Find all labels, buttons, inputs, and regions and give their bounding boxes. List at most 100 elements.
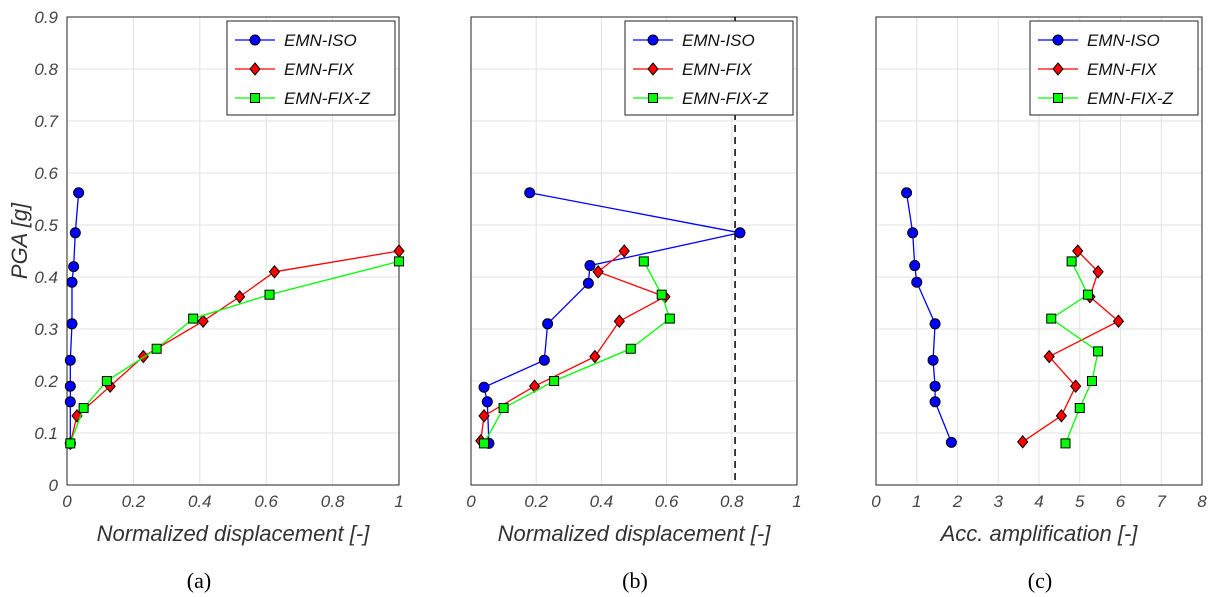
data-point xyxy=(1017,435,1029,449)
x-tick-label: 0 xyxy=(466,492,476,511)
data-point xyxy=(911,276,923,288)
data-point xyxy=(1112,314,1125,328)
data-point xyxy=(478,381,490,393)
y-tick-label: 0.5 xyxy=(34,216,58,235)
data-point xyxy=(638,256,649,267)
x-tick-label: 8 xyxy=(1197,492,1207,511)
data-point xyxy=(78,403,89,414)
legend-marker xyxy=(250,93,260,103)
data-point xyxy=(1066,256,1077,267)
series-line xyxy=(69,250,400,444)
y-tick-label: 0.6 xyxy=(34,164,58,183)
x-tick-label: 0.4 xyxy=(590,492,614,511)
y-tick-label: 0.3 xyxy=(34,320,58,339)
y-tick-label: 0.8 xyxy=(34,60,58,79)
x-tick-label: 0.8 xyxy=(720,492,744,511)
x-tick-label: 1 xyxy=(792,492,801,511)
series-emn-iso xyxy=(901,187,957,448)
data-point xyxy=(1093,346,1104,357)
data-point xyxy=(137,349,150,364)
x-axis-label: Acc. amplification [-] xyxy=(939,521,1139,546)
data-point xyxy=(929,396,941,408)
data-point xyxy=(188,313,199,324)
series-emn-iso xyxy=(478,187,746,449)
data-point xyxy=(584,260,596,272)
data-point xyxy=(479,438,490,449)
data-point xyxy=(1086,376,1097,386)
legend-marker xyxy=(1052,34,1064,46)
x-tick-label: 1 xyxy=(912,492,921,511)
legend-marker xyxy=(647,62,659,76)
legend-label: EMN-FIX-Z xyxy=(682,89,769,108)
data-point xyxy=(394,256,404,267)
data-point xyxy=(929,318,941,330)
legend-marker xyxy=(648,93,658,103)
data-point xyxy=(64,396,76,408)
data-point xyxy=(734,227,746,239)
x-tick-label: 4 xyxy=(1034,492,1043,511)
plot-frame xyxy=(875,16,1203,486)
x-tick-label: 1 xyxy=(394,492,403,511)
data-point xyxy=(68,261,80,273)
data-point xyxy=(65,438,76,449)
data-point xyxy=(481,396,493,408)
data-point xyxy=(73,187,85,199)
data-point xyxy=(64,380,76,392)
y-tick-label: 0.4 xyxy=(34,268,58,287)
panel-caption: (b) xyxy=(622,568,648,593)
legend-marker xyxy=(1053,93,1063,103)
x-tick-label: 5 xyxy=(1075,492,1085,511)
y-tick-label: 0.7 xyxy=(34,112,58,131)
legend-marker xyxy=(249,62,261,76)
plot-frame xyxy=(470,16,798,486)
data-point xyxy=(1060,438,1071,449)
x-tick-label: 2 xyxy=(952,492,963,511)
x-tick-label: 0 xyxy=(871,492,881,511)
data-point xyxy=(1072,244,1084,258)
legend-label: EMN-FIX-Z xyxy=(1087,89,1174,108)
data-point xyxy=(1043,349,1055,364)
legend-marker xyxy=(647,34,659,46)
x-tick-label: 0.4 xyxy=(188,492,212,511)
data-point xyxy=(656,289,667,300)
data-point xyxy=(929,380,941,392)
series-emn-fix-z xyxy=(65,256,404,449)
data-point xyxy=(101,376,112,386)
data-point xyxy=(66,318,78,330)
data-point xyxy=(478,409,490,423)
x-tick-label: 0 xyxy=(62,492,72,511)
y-tick-label: 0 xyxy=(49,476,59,495)
series-line xyxy=(483,192,741,444)
data-point xyxy=(625,343,636,354)
data-point xyxy=(945,436,957,448)
data-point xyxy=(1070,379,1082,393)
data-point xyxy=(393,244,405,258)
chart-panel-2: 0 0.2 0.4 0.6 0.8 1 EMN-ISO EMN-FIX EMN-FIX-Z Nor… xyxy=(466,16,802,593)
data-point xyxy=(542,318,554,330)
data-point xyxy=(233,289,246,304)
y-tick-label: 0.1 xyxy=(34,424,58,443)
series-emn-fix xyxy=(475,244,671,448)
series-emn-iso xyxy=(64,187,85,449)
legend-label: EMN-FIX xyxy=(284,60,355,79)
x-tick-label: 6 xyxy=(1116,492,1126,511)
y-axis-label: PGA [g] xyxy=(7,202,32,279)
legend-label: EMN-FIX xyxy=(682,60,753,79)
x-axis-label: Normalized displacement [-] xyxy=(97,521,371,546)
legend: EMN-ISO EMN-FIX EMN-FIX-Z xyxy=(226,20,396,116)
series-line xyxy=(69,260,400,444)
legend-label: EMN-ISO xyxy=(1087,31,1160,50)
data-point xyxy=(69,227,81,239)
legend-marker xyxy=(1052,62,1064,76)
panel-caption: (c) xyxy=(1028,568,1052,593)
data-point xyxy=(589,349,601,364)
series-line xyxy=(480,250,667,441)
legend-label: EMN-FIX-Z xyxy=(284,89,371,108)
series-emn-fix-z xyxy=(479,256,675,449)
data-point xyxy=(549,376,560,386)
data-point xyxy=(268,265,281,279)
data-point xyxy=(664,313,675,324)
series-line xyxy=(1022,250,1120,443)
x-tick-label: 0.6 xyxy=(254,492,278,511)
